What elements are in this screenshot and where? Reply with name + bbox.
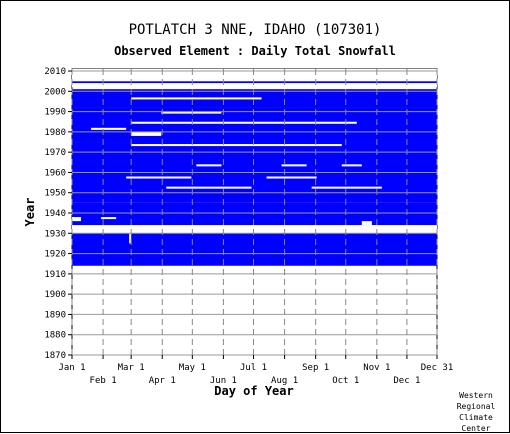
missing-block-16 [91, 127, 127, 130]
missing-block-15 [131, 131, 162, 136]
tick-layer: 1870 1880 1890 1900 1910 1920 1930 1940 1950 1960… [44, 67, 453, 386]
y-tick-label-1980: 1980 [44, 128, 66, 138]
y-tick-label-1880: 1880 [44, 331, 66, 341]
missing-block-3 [72, 217, 82, 222]
coverage-block-7 [72, 89, 437, 92]
chart-title: POTLATCH 3 NNE, IDAHO (107301) [128, 22, 382, 38]
y-tick-label-2010: 2010 [44, 67, 66, 77]
y-tick-label-1890: 1890 [44, 310, 66, 320]
coverage-block-0 [72, 233, 437, 266]
coverage-block-1 [72, 202, 437, 226]
y-tick-label-1920: 1920 [44, 250, 66, 260]
missing-block-2 [129, 229, 132, 244]
missing-block-11 [281, 164, 307, 167]
y-tick-label-1950: 1950 [44, 189, 66, 199]
x-axis-label: Day of Year [214, 384, 293, 398]
credit-line-2: Regional [456, 402, 496, 411]
credit-line-4: Center [461, 424, 491, 433]
x-tick-label-bottom-2: Jun 1 [210, 376, 237, 386]
missing-block-7 [311, 186, 382, 189]
credit-block: Western Regional Climate Center [448, 390, 504, 434]
y-tick-label-1870: 1870 [44, 351, 66, 361]
y-tick-label-1990: 1990 [44, 108, 66, 118]
missing-block-0 [72, 229, 437, 234]
x-tick-label-bottom-5: Dec 1 [393, 376, 420, 386]
missing-block-17 [161, 111, 222, 114]
missing-block-4 [101, 217, 117, 220]
missing-block-14 [131, 144, 342, 147]
missing-block-19 [72, 83, 437, 88]
y-tick-label-1910: 1910 [44, 270, 66, 280]
y-axis-label: Year [23, 198, 37, 227]
missing-block-1 [72, 225, 437, 230]
x-tick-label-bottom-3: Aug 1 [271, 376, 298, 386]
y-tick-label-1970: 1970 [44, 148, 66, 158]
y-tick-label-1960: 1960 [44, 168, 66, 178]
y-tick-label-1940: 1940 [44, 209, 66, 219]
data-layer [72, 69, 437, 266]
x-tick-label-top-3: Jul 1 [240, 363, 267, 373]
credit-line-3: Climate [459, 413, 493, 422]
credit-line-1: Western [459, 391, 493, 400]
missing-block-12 [341, 164, 362, 167]
x-tick-label-top-1: Mar 1 [118, 363, 145, 373]
x-tick-label-bottom-4: Oct 1 [332, 376, 359, 386]
missing-block-18 [131, 97, 262, 100]
chart-subtitle: Observed Element : Daily Total Snowfall [114, 44, 396, 58]
x-tick-label-top-5: Nov 1 [363, 363, 390, 373]
missing-block-8 [126, 176, 192, 179]
y-tick-label-2000: 2000 [44, 87, 66, 97]
missing-block-10 [196, 164, 222, 167]
x-tick-label-top-0: Jan 1 [58, 363, 85, 373]
x-tick-label-bottom-0: Feb 1 [90, 376, 117, 386]
coverage-block-4 [72, 107, 437, 143]
x-tick-label-top-4: Sep 1 [302, 363, 329, 373]
x-tick-label-top-6: Dec 31 [421, 363, 454, 373]
missing-block-9 [266, 176, 317, 179]
y-tick-label-1900: 1900 [44, 290, 66, 300]
missing-block-13 [131, 121, 357, 124]
x-tick-label-bottom-1: Apr 1 [149, 376, 176, 386]
x-tick-label-top-2: May 1 [179, 363, 206, 373]
y-tick-label-1930: 1930 [44, 229, 66, 239]
coverage-block-3 [72, 142, 437, 173]
missing-block-6 [166, 186, 252, 189]
missing-block-5 [361, 221, 372, 226]
coverage-block-6 [72, 81, 437, 84]
grid-layer [71, 69, 438, 356]
